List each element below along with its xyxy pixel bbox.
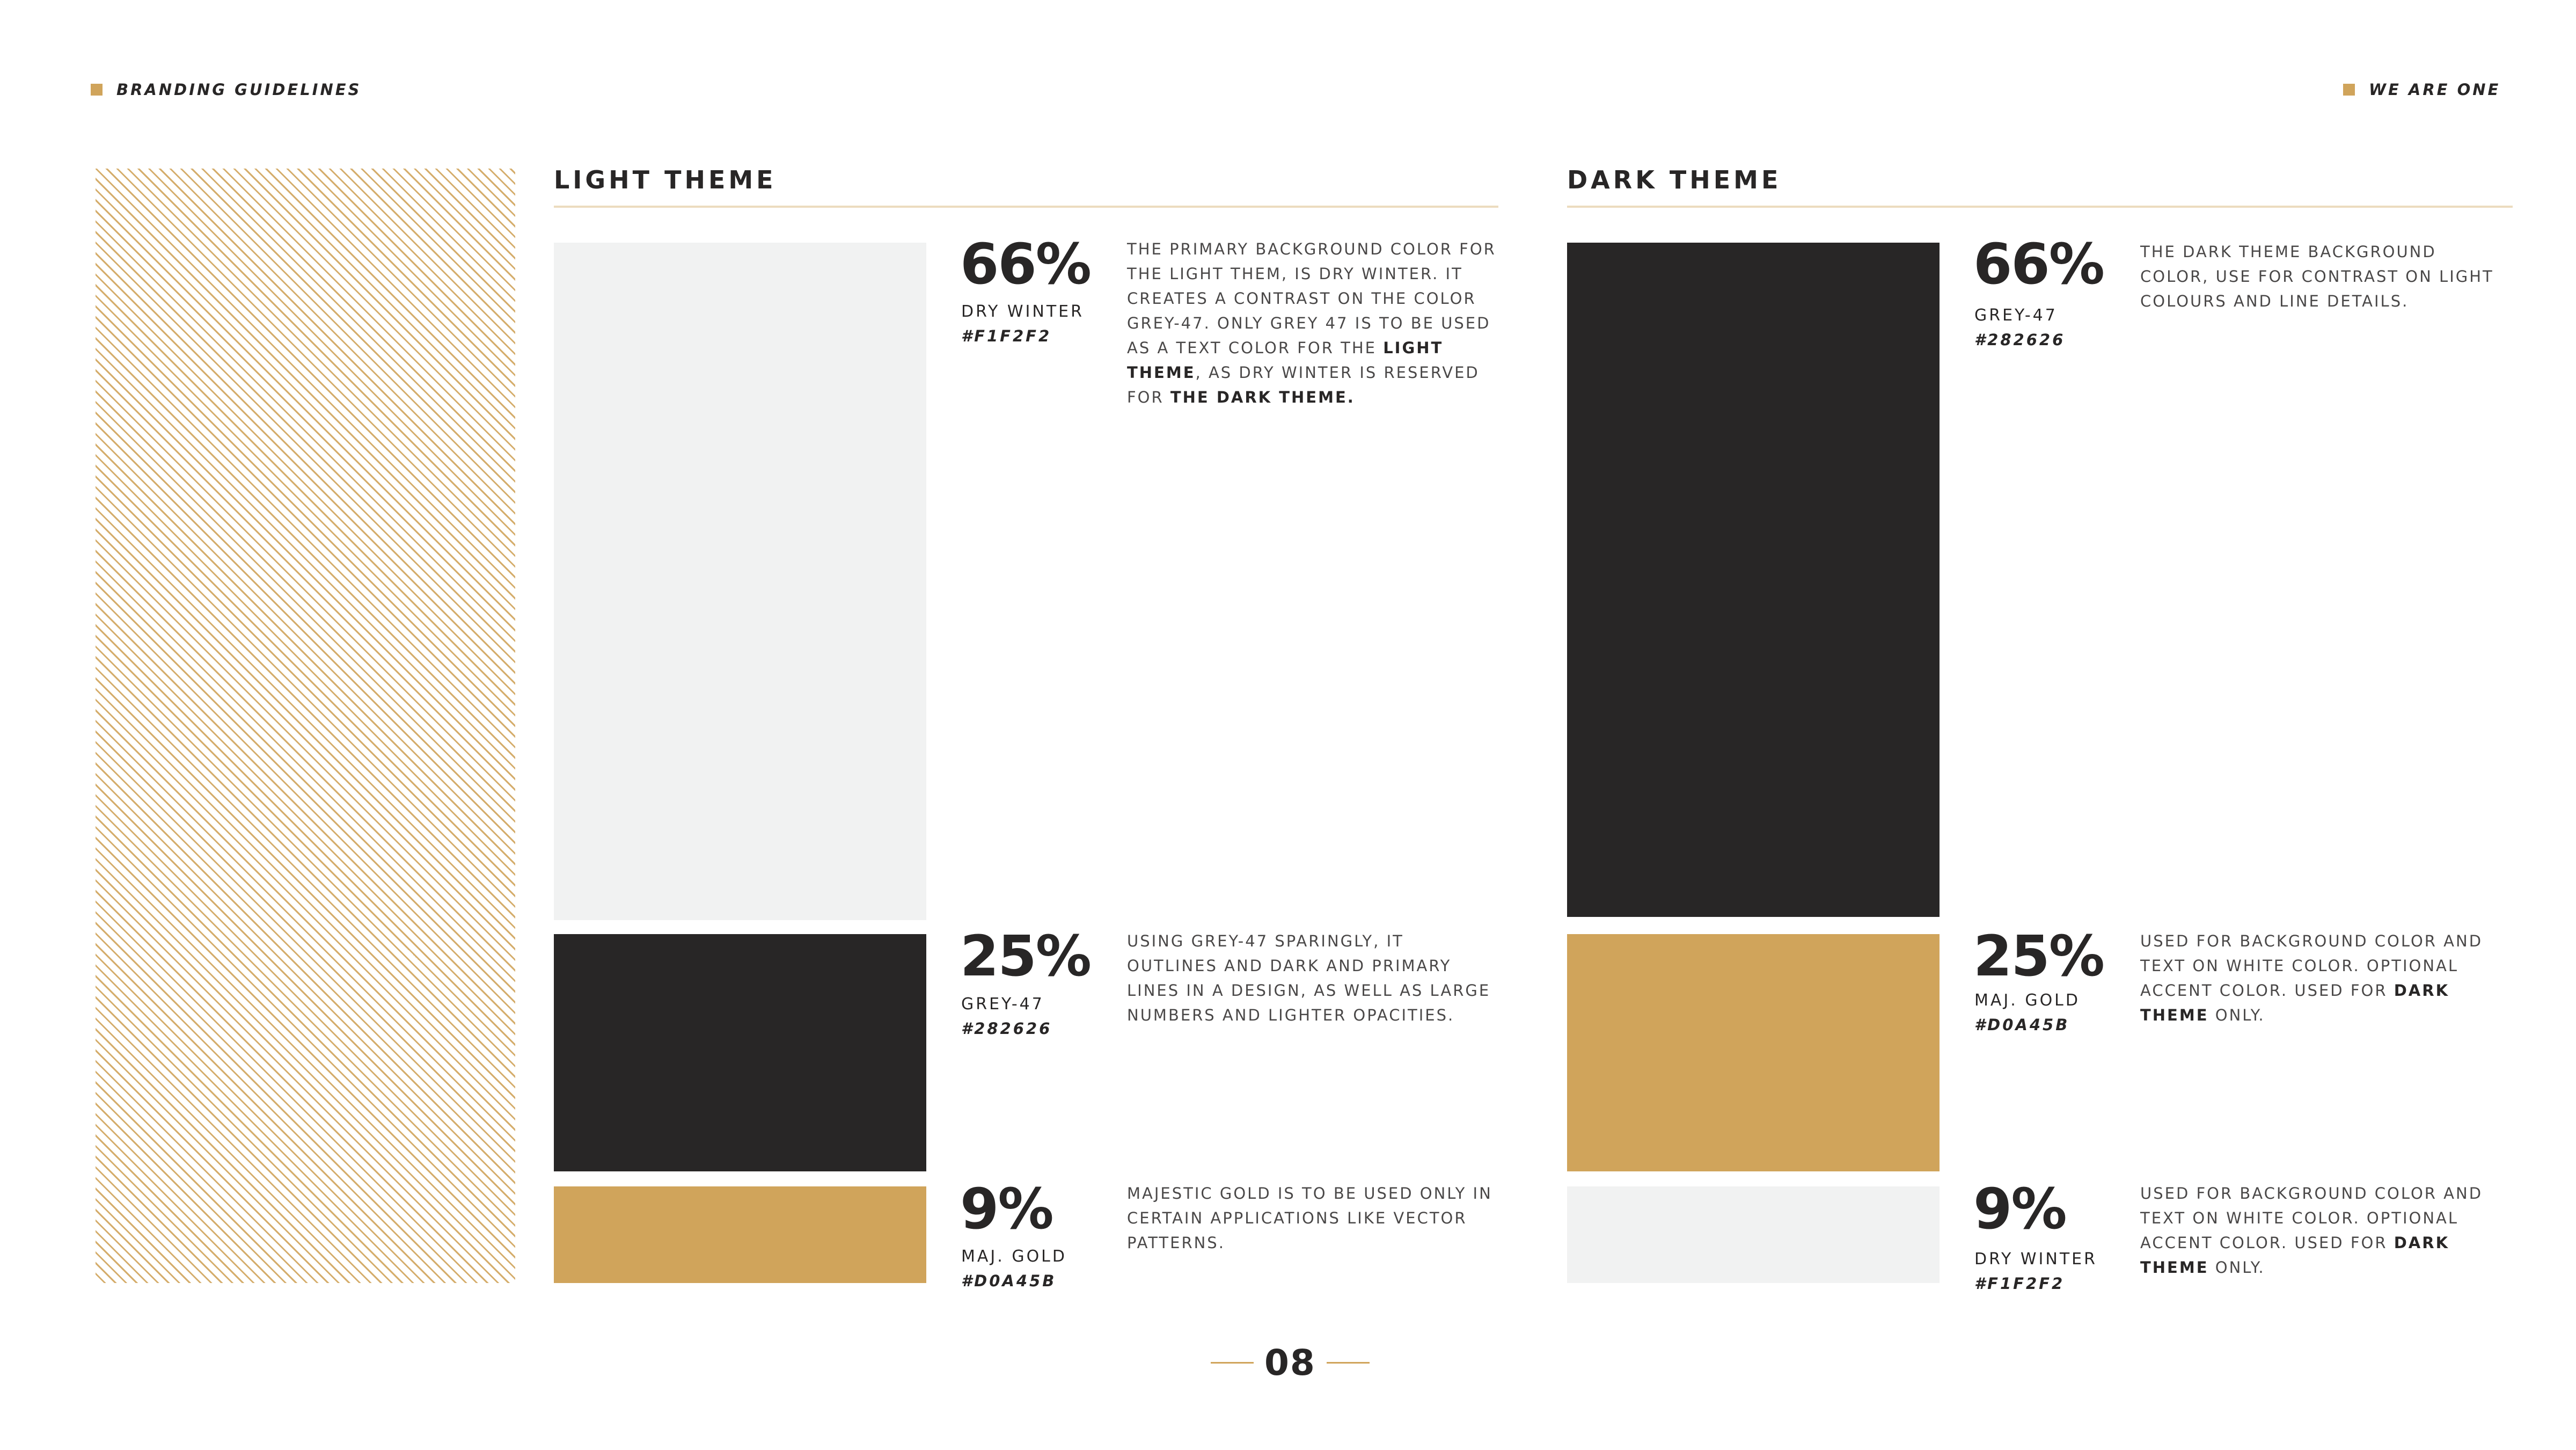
color-hex: #282626: [1974, 331, 2066, 349]
color-description: THE PRIMARY BACKGROUND COLOR FOR THE LIG…: [1127, 240, 1496, 406]
swatch-dry-winter: [554, 243, 926, 920]
branding-guidelines-label: BRANDING GUIDELINES: [116, 81, 362, 99]
color-description: MAJESTIC GOLD IS TO BE USED ONLY IN CERT…: [1127, 1184, 1492, 1252]
percent-label: 25%: [960, 923, 1092, 989]
color-name: GREY-47: [961, 995, 1044, 1014]
color-hex: #F1F2F2: [1974, 1274, 2065, 1293]
swatch-grey-47: [1567, 243, 1940, 917]
color-name: MAJ. GOLD: [1974, 991, 2081, 1010]
color-description: THE DARK THEME BACKGROUND COLOR, USE FOR…: [2140, 243, 2494, 310]
header-right: WE ARE ONE: [2343, 81, 2500, 99]
swatch-maj-gold: [554, 1186, 926, 1283]
page-number-rule: [1211, 1362, 1254, 1364]
diagonal-line-pattern: [96, 169, 515, 1283]
color-description: USING GREY-47 SPARINGLY, IT OUTLINES AND…: [1127, 932, 1491, 1024]
color-name: MAJ. GOLD: [961, 1247, 1067, 1266]
percent-label: 9%: [1973, 1176, 2067, 1242]
color-hex: #D0A45B: [1974, 1016, 2070, 1034]
color-name: DRY WINTER: [961, 302, 1084, 321]
color-hex: #D0A45B: [961, 1272, 1057, 1290]
dark-theme-title: DARK THEME: [1567, 165, 1782, 194]
color-description: USED FOR BACKGROUND COLOR AND TEXT ON WH…: [2140, 932, 2483, 1024]
percent-label: 25%: [1973, 923, 2105, 989]
color-name: GREY-47: [1974, 306, 2058, 325]
page-number: 08: [1211, 1342, 1370, 1383]
swatch-maj-gold: [1567, 934, 1940, 1171]
header-left: BRANDING GUIDELINES: [91, 81, 361, 99]
we-are-one-label: WE ARE ONE: [2369, 81, 2501, 99]
color-hex: #282626: [961, 1019, 1052, 1038]
percent-label: 66%: [960, 231, 1092, 297]
swatch-dry-winter: [1567, 1186, 1940, 1283]
page-number-rule: [1326, 1362, 1370, 1364]
color-description: USED FOR BACKGROUND COLOR AND TEXT ON WH…: [2140, 1184, 2483, 1277]
gold-square-icon: [91, 84, 103, 96]
dark-theme-divider: [1567, 206, 2513, 208]
percent-label: 66%: [1973, 231, 2105, 297]
light-theme-title: LIGHT THEME: [554, 165, 777, 194]
gold-square-icon: [2343, 84, 2355, 96]
percent-label: 9%: [960, 1176, 1054, 1242]
light-theme-divider: [554, 206, 1498, 208]
color-name: DRY WINTER: [1974, 1250, 2097, 1269]
swatch-grey-47: [554, 934, 926, 1171]
page-number-text: 08: [1264, 1342, 1316, 1383]
color-hex: #F1F2F2: [961, 327, 1052, 345]
